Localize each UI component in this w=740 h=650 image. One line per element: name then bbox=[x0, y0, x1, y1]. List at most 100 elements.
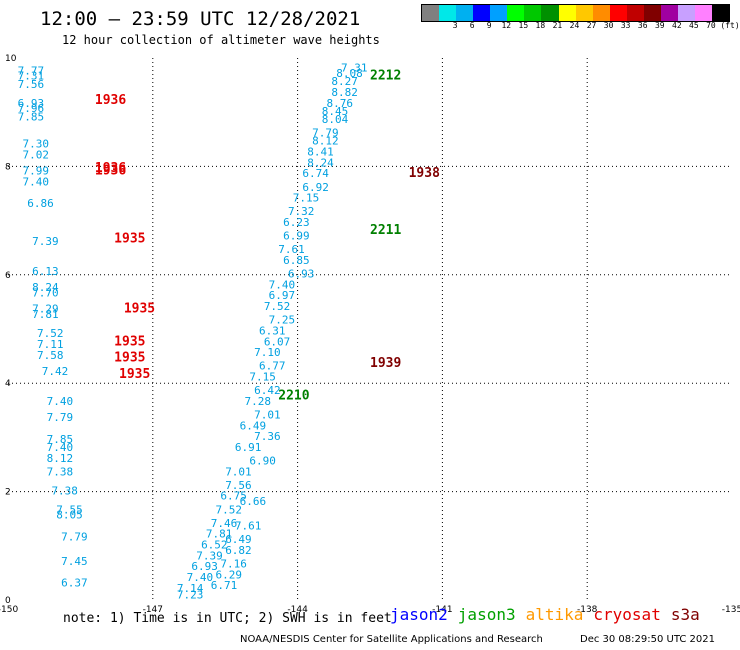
wave-height-label: 7.99 bbox=[22, 165, 49, 178]
wave-height-label: 7.40 bbox=[187, 571, 214, 584]
wave-height-label: 7.23 bbox=[177, 588, 204, 601]
wave-height-label: 7.79 bbox=[47, 411, 74, 424]
wave-height-label: 7.52 bbox=[216, 503, 243, 516]
x-tick-label: -138 bbox=[577, 605, 598, 615]
wave-height-label: 7.85 bbox=[47, 433, 74, 446]
wave-height-label: 6.86 bbox=[27, 197, 54, 210]
legend-label: 70 bbox=[706, 21, 716, 30]
wave-height-label: 8.04 bbox=[322, 113, 349, 126]
wave-height-label: 6.92 bbox=[302, 181, 329, 194]
wave-height-label: 7.61 bbox=[235, 520, 262, 533]
wave-height-label: 7.55 bbox=[56, 503, 82, 516]
wave-height-label: 6.13 bbox=[32, 265, 59, 278]
wave-height-label: 7.56 bbox=[225, 479, 252, 492]
x-tick-label: -147 bbox=[143, 605, 163, 615]
legend-swatch bbox=[660, 5, 678, 21]
wave-height-label: 7.31 bbox=[341, 62, 368, 75]
wave-height-label: 7.96 bbox=[18, 102, 45, 115]
wave-height-label: 6.99 bbox=[283, 230, 310, 243]
legend-label: 27 bbox=[586, 21, 597, 30]
legend-label: 33 bbox=[620, 21, 631, 30]
legend-swatch bbox=[592, 5, 610, 21]
legend-label: 9 bbox=[486, 21, 492, 30]
legend-label: 24 bbox=[569, 21, 580, 30]
wave-height-label: 7.14 bbox=[177, 582, 204, 595]
satellite-legend: jason2 jason3 altika cryosat s3a bbox=[390, 605, 710, 624]
legend-label: 36 bbox=[637, 21, 648, 30]
pass-id-label: 1935 bbox=[114, 334, 145, 349]
wave-height-label: 8.24 bbox=[32, 281, 59, 294]
wave-height-label: 7.30 bbox=[22, 137, 49, 150]
y-tick-label: 6 bbox=[5, 271, 11, 281]
satellite-name: s3a bbox=[670, 605, 700, 624]
legend-swatch bbox=[439, 5, 457, 21]
wave-height-label: 8.82 bbox=[331, 86, 358, 99]
wave-height-label: 6.29 bbox=[216, 568, 243, 581]
wave-height-label: 7.28 bbox=[245, 395, 271, 408]
wave-height-label: 7.56 bbox=[18, 78, 45, 91]
wave-height-label: 7.40 bbox=[269, 278, 296, 291]
y-tick-label: 8 bbox=[5, 162, 11, 172]
wave-height-label: 7.77 bbox=[18, 64, 45, 77]
pass-id-label: 1936 bbox=[95, 164, 126, 179]
pass-id-label: 1935 bbox=[124, 302, 155, 317]
wave-height-label: 7.39 bbox=[196, 549, 223, 562]
wave-height-label: 7.38 bbox=[47, 465, 74, 478]
wave-height-label: 7.38 bbox=[51, 484, 78, 497]
legend-label: 6 bbox=[469, 21, 475, 30]
wave-height-label: 7.16 bbox=[220, 557, 247, 570]
wave-height-label: 8.45 bbox=[322, 105, 349, 118]
wave-height-label: 8.27 bbox=[331, 75, 358, 88]
wave-height-label: 8.08 bbox=[336, 67, 363, 80]
wave-height-label: 6.49 bbox=[225, 533, 252, 546]
satellite-name: altika bbox=[525, 605, 584, 624]
wave-height-label: 7.81 bbox=[206, 528, 233, 541]
wave-height-label: 7.58 bbox=[37, 349, 64, 362]
wave-height-label: 7.31 bbox=[18, 70, 45, 83]
wave-height-label: 8.24 bbox=[307, 156, 334, 169]
legend-swatch bbox=[626, 5, 644, 21]
x-tick-label: -135 bbox=[722, 605, 740, 615]
legend-swatch bbox=[677, 5, 695, 21]
legend-label: 12 bbox=[501, 21, 512, 30]
legend-swatch bbox=[575, 5, 593, 21]
page-title: 12:00 — 23:59 UTC 12/28/2021 bbox=[40, 8, 361, 30]
wave-height-label: 8.76 bbox=[327, 97, 354, 110]
wave-height-label: 7.70 bbox=[32, 286, 59, 299]
credit-text: NOAA/NESDIS Center for Satellite Applica… bbox=[240, 634, 543, 645]
timestamp-text: Dec 30 08:29:50 UTC 2021 bbox=[580, 634, 715, 645]
wave-height-label: 7.25 bbox=[269, 314, 296, 327]
wave-height-label: 7.02 bbox=[22, 148, 49, 161]
wave-height-label: 7.79 bbox=[312, 127, 339, 140]
wave-height-label: 7.10 bbox=[254, 346, 281, 359]
wave-height-label: 7.29 bbox=[32, 303, 59, 316]
satellite-name: jason2 bbox=[390, 605, 448, 624]
wave-height-label: 7.40 bbox=[47, 395, 74, 408]
wave-height-label: 6.75 bbox=[220, 490, 247, 503]
wave-height-label: 7.01 bbox=[254, 408, 281, 421]
wave-height-label: 7.11 bbox=[37, 338, 64, 351]
legend-swatch bbox=[541, 5, 559, 21]
legend-swatch bbox=[524, 5, 542, 21]
y-tick-label: 4 bbox=[5, 379, 11, 389]
wave-height-label: 7.39 bbox=[32, 235, 59, 248]
x-tick-label: -141 bbox=[432, 605, 452, 615]
legend-label: 42 bbox=[672, 21, 682, 30]
legend-swatch bbox=[473, 5, 491, 21]
wave-height-label: 7.79 bbox=[61, 530, 88, 543]
wave-height-label: 7.36 bbox=[254, 430, 281, 443]
pass-id-label: 1935 bbox=[114, 231, 145, 246]
wave-height-label: 7.01 bbox=[225, 465, 252, 478]
wave-height-label: 6.93 bbox=[191, 560, 218, 573]
wave-height-label: 6.93 bbox=[18, 97, 45, 110]
legend-label: 39 bbox=[654, 21, 665, 30]
x-tick-label: -150 bbox=[0, 605, 18, 615]
legend-swatch bbox=[712, 5, 730, 21]
wave-height-label: 7.45 bbox=[61, 555, 88, 568]
legend-unit: (ft) bbox=[720, 21, 740, 30]
legend-label: 15 bbox=[518, 21, 529, 30]
wave-height-label: 7.46 bbox=[211, 517, 238, 530]
wave-height-label: 6.77 bbox=[259, 360, 286, 373]
wave-height-label: 6.85 bbox=[283, 254, 310, 267]
